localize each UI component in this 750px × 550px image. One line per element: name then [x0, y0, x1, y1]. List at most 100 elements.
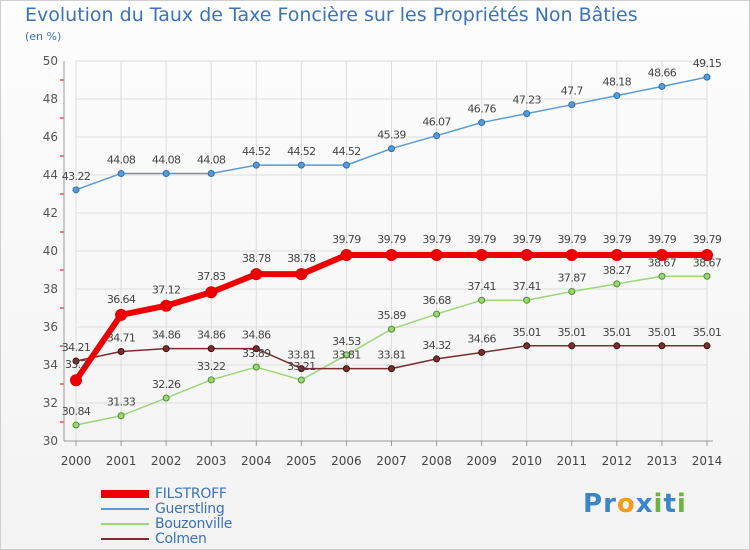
- data-point: [388, 145, 395, 153]
- legend-label: Guerstling: [155, 500, 225, 517]
- data-label: 39.79: [512, 233, 541, 246]
- data-point: [433, 310, 441, 318]
- data-label: 33.81: [332, 349, 361, 362]
- x-tick-label: 2000: [61, 454, 92, 468]
- chart-subtitle: (en %): [25, 30, 62, 43]
- x-tick-label: 2013: [647, 454, 678, 468]
- data-point: [703, 272, 711, 280]
- data-label: 49.15: [693, 57, 722, 70]
- data-point: [252, 161, 260, 169]
- data-label: 47.23: [512, 94, 541, 107]
- data-point: [433, 132, 441, 140]
- data-point: [701, 248, 713, 261]
- x-tick-label: 2005: [286, 454, 317, 468]
- y-tick-label: 44: [43, 168, 58, 182]
- x-tick-label: 2003: [196, 454, 227, 468]
- data-point: [613, 92, 621, 100]
- data-point: [433, 355, 441, 363]
- data-point: [72, 421, 80, 429]
- data-label: 38.27: [603, 264, 632, 277]
- legend-swatch: [101, 537, 149, 540]
- data-point: [252, 363, 260, 371]
- y-tick-label: 36: [43, 320, 58, 334]
- legend-item: FILSTROFF: [101, 485, 232, 502]
- data-label: 45.39: [377, 129, 406, 142]
- data-point: [388, 325, 395, 333]
- x-tick-label: 2014: [692, 454, 723, 468]
- data-label: 44.52: [332, 145, 361, 158]
- data-point: [703, 73, 711, 81]
- data-label: 39.79: [603, 233, 632, 246]
- x-tick-label: 2010: [511, 454, 542, 468]
- legend-label: FILSTROFF: [155, 485, 227, 502]
- legend-item: Bouzonville: [101, 516, 232, 532]
- data-label: 34.32: [422, 339, 451, 352]
- y-tick-label: 38: [43, 282, 58, 296]
- data-label: 39.79: [467, 233, 496, 246]
- data-label: 46.76: [467, 103, 496, 116]
- data-label: 47.7: [561, 85, 584, 98]
- legend-label: Colmen: [155, 530, 207, 547]
- x-tick-label: 2012: [602, 454, 633, 468]
- data-label: 37.83: [197, 270, 226, 283]
- data-point: [565, 248, 578, 261]
- x-tick-label: 2006: [331, 454, 362, 468]
- data-label: 48.18: [603, 76, 632, 89]
- data-point: [207, 345, 215, 353]
- data-label: 33.2: [65, 358, 87, 371]
- x-tick-label: 2007: [376, 454, 407, 468]
- legend-item: Guerstling: [101, 500, 232, 517]
- data-label: 37.12: [152, 284, 181, 297]
- data-point: [568, 342, 576, 350]
- data-point: [297, 161, 305, 169]
- data-point: [160, 299, 173, 312]
- data-label: 37.41: [467, 280, 496, 293]
- data-label: 32.26: [152, 378, 181, 391]
- data-point: [295, 268, 308, 281]
- data-label: 35.01: [648, 326, 677, 339]
- data-label: 34.53: [332, 335, 361, 348]
- data-label: 39.79: [693, 233, 722, 246]
- series-lines: [70, 73, 713, 429]
- data-point: [342, 161, 350, 169]
- data-point: [252, 345, 260, 353]
- x-tick-label: 2008: [421, 454, 452, 468]
- logo-letter: o: [616, 489, 636, 519]
- data-label: 35.01: [512, 326, 541, 339]
- data-label: 39.79: [648, 233, 677, 246]
- data-label: 33.21: [287, 360, 316, 373]
- legend-swatch: [101, 489, 149, 498]
- data-label: 35.01: [693, 326, 722, 339]
- data-point: [655, 248, 668, 261]
- data-label: 33.81: [287, 349, 316, 362]
- data-point: [162, 169, 170, 177]
- data-label: 30.84: [62, 405, 91, 418]
- data-point: [250, 268, 263, 281]
- y-tick-label: 50: [43, 54, 58, 68]
- data-label: 48.66: [648, 66, 677, 79]
- data-point: [520, 248, 533, 261]
- data-point: [342, 365, 350, 373]
- logo-letter: t: [663, 489, 677, 519]
- legend: FILSTROFF Guerstling Bouzonville Colmen: [101, 485, 232, 547]
- data-point: [115, 308, 128, 321]
- data-point: [703, 342, 711, 350]
- data-label: 35.01: [558, 326, 587, 339]
- data-point: [658, 272, 666, 280]
- data-point: [478, 119, 486, 127]
- data-label: 37.87: [558, 271, 587, 284]
- data-point: [162, 345, 170, 353]
- data-point: [385, 248, 398, 261]
- data-point: [568, 101, 576, 109]
- x-tick-label: 2011: [557, 454, 588, 468]
- data-label: 38.78: [242, 252, 271, 265]
- data-label: 38.67: [648, 256, 677, 269]
- data-label: 39.79: [332, 233, 361, 246]
- data-point: [523, 110, 531, 118]
- data-point: [72, 357, 80, 365]
- data-label: 38.67: [693, 256, 722, 269]
- legend-item: Colmen: [101, 530, 232, 547]
- data-point: [523, 296, 531, 304]
- data-label: 34.66: [467, 332, 496, 345]
